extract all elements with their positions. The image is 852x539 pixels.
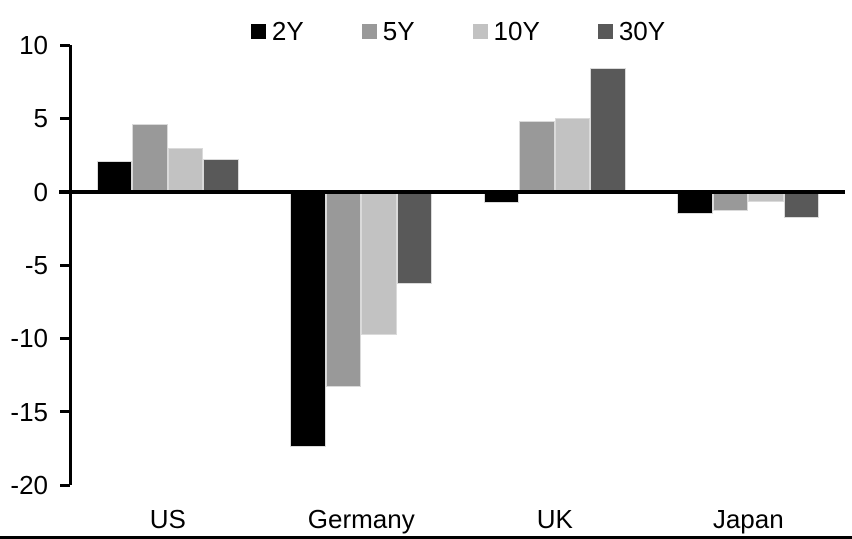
legend-label-5y: 5Y xyxy=(382,16,415,46)
legend-item-5y: 5Y xyxy=(361,16,415,46)
y-axis-tick--15 xyxy=(60,410,70,414)
category-label-us: US xyxy=(149,504,186,534)
y-tick-label--20: -20 xyxy=(10,470,48,500)
chart-legend: 2Y 5Y 10Y 30Y xyxy=(71,15,845,47)
category-label-germany: Germany xyxy=(307,504,415,534)
legend-item-10y: 10Y xyxy=(472,16,540,46)
bar-germany-30y xyxy=(396,191,433,285)
legend-swatch-30y xyxy=(597,23,613,39)
category-label-uk: UK xyxy=(536,504,573,534)
bar-uk-5y xyxy=(519,121,555,192)
bar-us-30y xyxy=(203,159,239,192)
bar-germany-10y xyxy=(361,191,397,336)
y-axis-tick-5 xyxy=(60,116,70,120)
legend-swatch-10y xyxy=(472,23,488,39)
legend-swatch-2y xyxy=(250,23,266,39)
legend-swatch-5y xyxy=(361,23,377,39)
legend-label-2y: 2Y xyxy=(271,16,304,46)
zero-axis-line xyxy=(59,189,845,194)
y-tick-label-10: 10 xyxy=(19,30,48,60)
y-axis-tick--20 xyxy=(60,483,70,487)
bar-japan-2y xyxy=(677,191,713,214)
bottom-border-line xyxy=(0,536,852,539)
y-tick-label--10: -10 xyxy=(10,323,48,354)
y-axis-tick--5 xyxy=(60,263,70,267)
category-label-japan: Japan xyxy=(712,504,784,534)
y-tick-label--5: -5 xyxy=(24,250,48,280)
bar-us-2y xyxy=(96,160,133,192)
legend-item-2y: 2Y xyxy=(250,16,304,46)
bar-uk-30y xyxy=(590,68,626,192)
legend-item-30y: 30Y xyxy=(597,16,666,46)
legend-label-30y: 30Y xyxy=(618,16,666,46)
bar-japan-30y xyxy=(783,191,820,219)
bar-us-5y xyxy=(132,124,168,192)
bar-germany-2y xyxy=(290,191,326,447)
y-axis-tick-10 xyxy=(60,43,70,47)
y-tick-label-0: 0 xyxy=(33,176,48,207)
bar-us-10y xyxy=(167,147,204,192)
y-tick-label--15: -15 xyxy=(10,396,48,427)
legend-label-10y: 10Y xyxy=(493,16,540,46)
y-axis-tick--10 xyxy=(60,336,70,340)
bar-germany-5y xyxy=(325,191,362,387)
bar-japan-5y xyxy=(712,191,749,211)
y-axis-line xyxy=(69,45,72,485)
bar-uk-10y xyxy=(554,118,591,192)
y-tick-label-5: 5 xyxy=(33,103,48,134)
